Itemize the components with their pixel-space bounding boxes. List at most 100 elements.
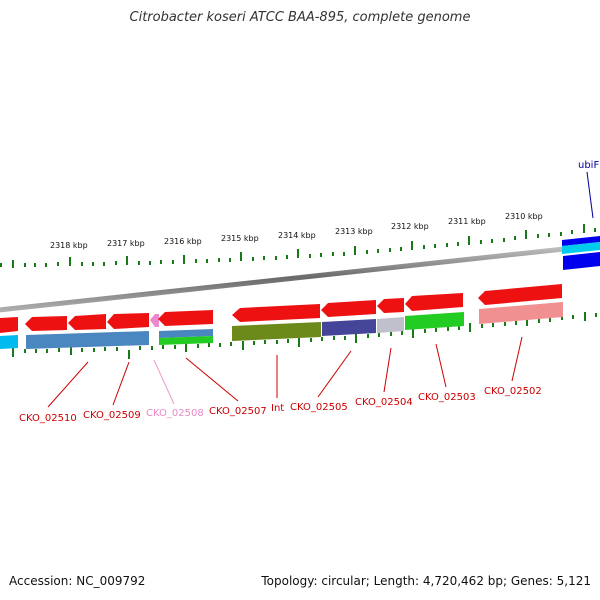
gene-label: CKO_02502 [484, 386, 542, 397]
tick-major [583, 224, 585, 233]
tick-mark [206, 259, 208, 263]
tick-mark [572, 315, 574, 319]
tick-mark [115, 261, 117, 265]
gene-label: CKO_02509 [83, 410, 141, 421]
leader-line [383, 347, 392, 393]
gene-label: ubiF [578, 160, 599, 171]
tick-major [354, 246, 356, 255]
tick-mark [515, 321, 517, 325]
gene-label: CKO_02503 [418, 392, 476, 403]
tick-major [584, 312, 586, 321]
tick-mark [366, 250, 368, 254]
tick-major [240, 252, 242, 261]
tick-mark [491, 239, 493, 243]
tick-major [12, 260, 14, 268]
tick-mark [310, 338, 312, 342]
kbp-tick-label: 2313 kbp [335, 227, 373, 236]
gene-arrow [0, 317, 18, 333]
tick-mark [561, 316, 563, 320]
tick-mark [390, 332, 392, 336]
tick-mark [538, 319, 540, 323]
tick-mark [103, 262, 105, 266]
tick-major [128, 350, 130, 359]
leader-line [185, 357, 239, 402]
gene-arrow [405, 293, 463, 311]
tick-mark [343, 252, 345, 256]
tick-mark [208, 343, 210, 347]
tick-mark [162, 345, 164, 349]
tick-mark [367, 334, 369, 338]
tick-mark [174, 345, 176, 349]
tick-mark [253, 341, 255, 345]
tick-mark [24, 263, 26, 267]
map-title: Citrobacter koseri ATCC BAA-895, complet… [129, 10, 471, 25]
tick-major [12, 348, 14, 357]
gene-label: CKO_02507 [209, 406, 267, 417]
tick-mark [81, 262, 83, 266]
tick-mark [435, 328, 437, 332]
tick-mark [264, 340, 266, 344]
tick-mark [24, 349, 26, 353]
gene-category [159, 336, 213, 345]
gene-category [159, 329, 213, 338]
tick-mark [492, 323, 494, 327]
accession-label: Accession: NC_009792 [9, 574, 146, 588]
tick-mark [400, 247, 402, 251]
tick-mark [389, 248, 391, 252]
tick-mark [139, 346, 141, 350]
gene-category [405, 312, 464, 330]
forward-strand-genes [562, 236, 600, 270]
gene-category [322, 319, 376, 336]
tick-mark [57, 262, 59, 266]
tick-mark [434, 244, 436, 248]
tick-mark [286, 255, 288, 259]
tick-mark [332, 252, 334, 256]
tick-major [526, 317, 528, 326]
leader-line [511, 336, 523, 382]
tick-mark [138, 261, 140, 265]
tick-mark [230, 342, 232, 346]
tick-mark [58, 348, 60, 352]
tick-mark [595, 313, 597, 317]
gene-arrow-pink [150, 314, 159, 327]
tick-major [297, 249, 299, 258]
gene-label: CKO_02504 [355, 397, 413, 408]
tick-mark [197, 344, 199, 348]
inner-tick-ruler [12, 312, 597, 359]
gene-ubiF-arrow [562, 236, 600, 246]
tick-mark [46, 349, 48, 353]
topology-summary: Topology: circular; Length: 4,720,462 bp… [261, 574, 591, 588]
tick-mark [571, 230, 573, 234]
gene-arrow [232, 304, 320, 322]
tick-major [355, 334, 357, 343]
tick-major [298, 338, 300, 347]
tick-major [69, 257, 71, 266]
tick-mark [92, 262, 94, 266]
tick-mark [321, 337, 323, 341]
tick-mark [252, 257, 254, 261]
gene-ubiF-shade [562, 242, 600, 254]
tick-mark [287, 339, 289, 343]
tick-mark [594, 228, 596, 232]
kbp-tick-label: 2314 kbp [278, 231, 316, 240]
gene-arrow [158, 310, 213, 326]
tick-mark [0, 263, 2, 267]
tick-mark [377, 249, 379, 253]
category-band [0, 302, 563, 349]
tick-major [70, 346, 72, 355]
genome-backbone [0, 242, 600, 313]
tick-mark [34, 263, 36, 267]
tick-major [183, 255, 185, 264]
kbp-tick-label: 2318 kbp [50, 241, 88, 250]
tick-mark [229, 258, 231, 262]
kbp-tick-label: 2316 kbp [164, 237, 202, 246]
tick-major [468, 236, 470, 245]
gene-ubiF-block [563, 252, 600, 270]
tick-major [185, 343, 187, 352]
tick-mark [309, 254, 311, 258]
tick-mark [560, 232, 562, 236]
tick-mark [275, 256, 277, 260]
gene-label: CKO_02505 [290, 402, 348, 413]
kbp-tick-label: 2317 kbp [107, 239, 145, 248]
